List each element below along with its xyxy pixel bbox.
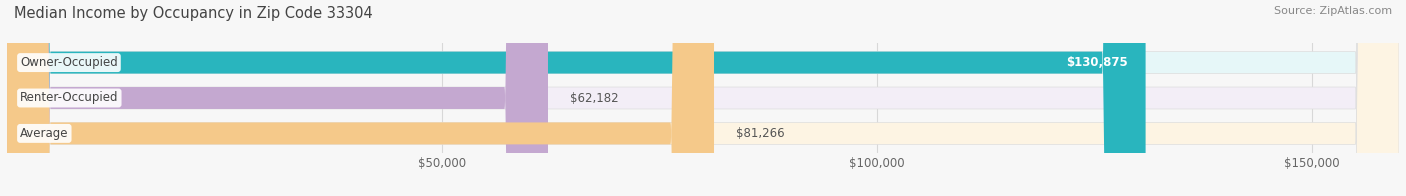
FancyBboxPatch shape [7, 0, 1399, 196]
Text: $62,182: $62,182 [569, 92, 619, 104]
FancyBboxPatch shape [7, 0, 1146, 196]
Text: Median Income by Occupancy in Zip Code 33304: Median Income by Occupancy in Zip Code 3… [14, 6, 373, 21]
FancyBboxPatch shape [7, 0, 548, 196]
Text: Renter-Occupied: Renter-Occupied [20, 92, 118, 104]
Text: $81,266: $81,266 [735, 127, 785, 140]
Text: $130,875: $130,875 [1066, 56, 1128, 69]
Text: Owner-Occupied: Owner-Occupied [20, 56, 118, 69]
Text: Source: ZipAtlas.com: Source: ZipAtlas.com [1274, 6, 1392, 16]
FancyBboxPatch shape [7, 0, 1399, 196]
FancyBboxPatch shape [7, 0, 714, 196]
FancyBboxPatch shape [7, 0, 1399, 196]
Text: Average: Average [20, 127, 69, 140]
